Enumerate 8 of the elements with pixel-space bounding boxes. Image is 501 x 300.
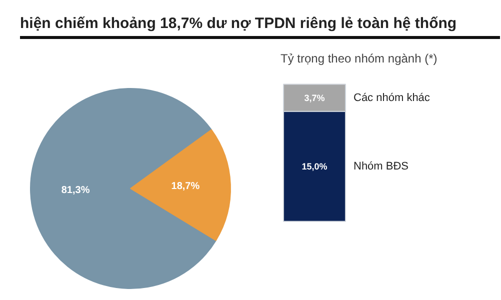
data-label: 81,3% [61,185,90,196]
data-label: 18,7% [171,180,200,192]
series-label: Các nhóm khác [354,92,430,104]
data-label: 3,7% [304,92,325,103]
chart-title: hiện chiếm khoảng 18,7% dư nợ TPDN riêng lẻ toàn hệ thống [20,14,457,34]
chart-title: Tỷ trọng theo nhóm ngành (*) [280,52,438,66]
series-label: Nhóm BĐS [354,160,409,172]
data-label: 15,0% [302,161,328,172]
